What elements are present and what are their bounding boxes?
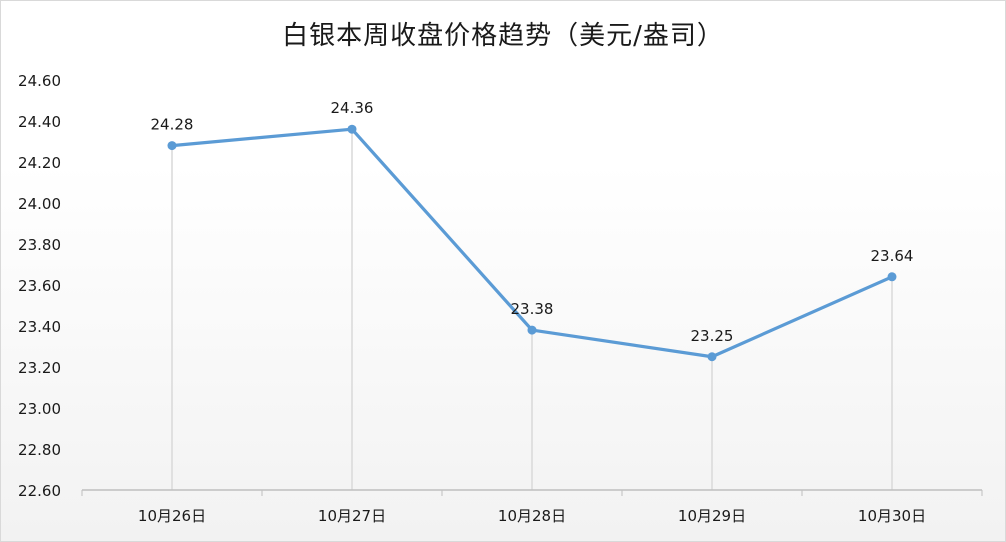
y-axis: 22.60 22.80 23.00 23.20 23.40 23.60 23.80 24.00…: [18, 72, 61, 500]
series-markers: [167, 124, 897, 362]
x-tick-label: 10月26日: [138, 507, 206, 525]
x-tick-label: 10月29日: [678, 507, 746, 525]
drop-lines: [171, 129, 893, 490]
data-label: 23.25: [691, 327, 734, 345]
series-polyline: [170, 127, 894, 359]
y-tick-label: 23.20: [18, 359, 61, 377]
y-tick-label: 24.40: [18, 113, 61, 131]
data-point: [347, 124, 357, 134]
y-tick-label: 23.60: [18, 277, 61, 295]
chart-title: 白银本周收盘价格趋势（美元/盎司）: [282, 21, 724, 51]
data-point: [527, 325, 537, 335]
y-tick-label: 24.00: [18, 195, 61, 213]
x-tick-label: 10月27日: [318, 507, 386, 525]
data-point: [167, 141, 177, 151]
y-tick-label: 22.80: [18, 441, 61, 459]
y-tick-label: 23.00: [18, 400, 61, 418]
y-tick-label: 23.80: [18, 236, 61, 254]
data-point: [707, 352, 717, 362]
y-tick-label: 24.60: [18, 72, 61, 90]
data-label: 23.38: [511, 300, 554, 318]
x-axis: 10月26日 10月27日 10月28日 10月29日 10月30日: [81, 489, 983, 525]
x-tick-label: 10月28日: [498, 507, 566, 525]
y-tick-label: 24.20: [18, 154, 61, 172]
data-label: 24.36: [331, 99, 374, 117]
series-line: [170, 127, 894, 359]
x-tick-label: 10月30日: [858, 507, 926, 525]
data-labels: 24.28 24.36 23.38 23.25 23.64: [151, 99, 914, 345]
data-point: [887, 272, 897, 282]
data-label: 23.64: [871, 247, 914, 265]
y-tick-label: 23.40: [18, 318, 61, 336]
data-label: 24.28: [151, 116, 194, 134]
y-tick-label: 22.60: [18, 482, 61, 500]
